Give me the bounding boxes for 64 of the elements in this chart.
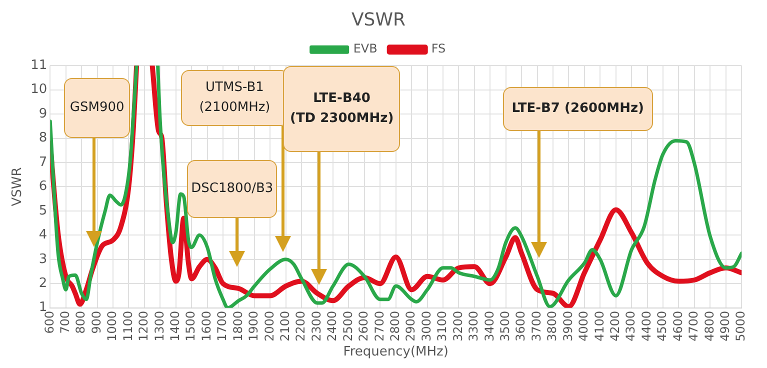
x-tick-label: 1100 [120,310,135,342]
x-tick-label: 4600 [670,310,685,342]
x-tick-label: 1500 [184,310,198,342]
x-tick-label: 3000 [419,310,434,342]
x-axis-title: Frequency(MHz) [343,344,448,360]
x-tick-label: 3300 [466,310,481,342]
y-tick-label: 7 [38,154,48,170]
x-tick-label: 600 [42,310,56,334]
legend-label: FS [431,42,446,56]
x-tick-label: 2900 [404,310,418,342]
x-tick-label: 3200 [450,310,465,342]
x-tick-label: 4000 [576,310,591,342]
y-tick-label: 10 [30,82,48,98]
x-tick-label: 2800 [388,310,402,342]
x-tick-label: 2600 [356,310,371,342]
x-tick-label: 4900 [718,310,732,342]
x-tick-label: 1000 [105,310,120,342]
x-tick-label: 1300 [152,310,166,342]
y-tick-label: 2 [38,276,48,292]
chart-title: VSWR [351,9,406,30]
y-axis-title: VSWR [10,167,26,206]
note-box: LTE-B7 (2600MHz) [502,87,653,132]
legend-label: EVB [353,42,378,56]
x-tick-label: 3700 [529,310,544,342]
x-tick-label: 2000 [262,310,276,342]
x-tick-label: 3900 [560,310,575,342]
y-tick-label: 8 [38,130,48,146]
x-tick-label: 2100 [278,310,292,342]
note-box: DSC1800/B3 [187,160,278,218]
x-tick-label: 2700 [372,310,386,342]
x-tick-label: 800 [74,310,88,334]
x-tick-label: 2400 [325,310,340,342]
x-tick-label: 3500 [498,310,512,342]
x-tick-label: 3400 [482,310,496,342]
x-tick-label: 4700 [686,310,701,342]
y-tick-label: 3 [38,252,48,267]
x-tick-label: 4400 [639,310,654,342]
note-box: GSM900 [64,78,130,138]
x-tick-label: 1200 [136,310,151,342]
x-tick-label: 1800 [230,310,245,342]
x-tick-label: 900 [89,310,104,334]
x-tick-label: 2200 [294,310,308,342]
x-tick-label: 1600 [199,310,214,342]
y-tick-label: 11 [30,58,48,73]
x-tick-label: 5000 [734,310,748,342]
x-tick-label: 4800 [702,310,716,342]
y-tick-label: 4 [38,228,48,243]
x-tick-label: 2500 [340,310,355,342]
x-tick-label: 4200 [608,310,622,342]
x-tick-label: 3600 [514,310,528,342]
x-tick-label: 1900 [246,310,261,342]
x-tick-label: 700 [58,310,72,334]
x-tick-label: 1700 [215,310,230,342]
x-tick-label: 3100 [435,310,450,342]
y-tick-label: 9 [38,106,48,122]
x-tick-label: 1400 [168,310,182,342]
x-tick-label: 2300 [309,310,324,342]
x-tick-label: 3800 [545,310,560,342]
x-tick-label: 4500 [655,310,670,342]
note-box: LTE-B40 (TD 2300MHz) [283,66,400,152]
x-tick-label: 4100 [592,310,606,342]
y-tick-label: 6 [38,179,48,194]
x-tick-label: 4300 [624,310,638,342]
y-tick-label: 5 [38,203,48,218]
